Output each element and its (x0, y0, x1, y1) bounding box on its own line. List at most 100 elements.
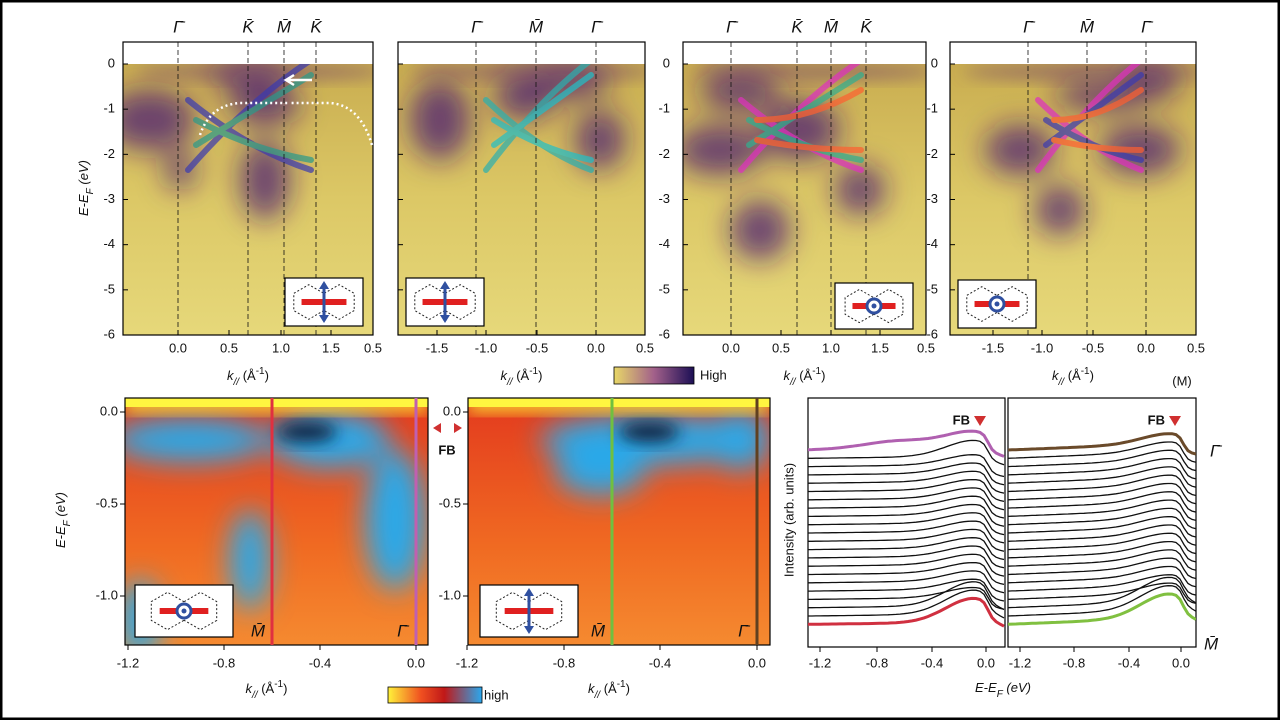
edc-curve (1008, 576, 1196, 609)
label-part: ) (283, 681, 287, 696)
y-tick-label: -1.0 (439, 587, 461, 602)
x-tick-label: -0.8 (1063, 655, 1085, 670)
label-part: (eV) (76, 160, 91, 188)
edc-curve (808, 545, 1005, 569)
y-tick-label: -5 (658, 281, 670, 296)
symmetry-label: Γ̄ (1023, 17, 1036, 36)
axis-label: Intensity (arb. units) (781, 463, 796, 577)
symmetry-label: Γ̄ (1210, 441, 1223, 460)
y-tick-label: -6 (926, 326, 938, 341)
edc-curve (1008, 449, 1196, 472)
x-tick-label: -0.4 (921, 655, 943, 670)
edc-curve (808, 596, 1005, 628)
edc-curve (808, 470, 1005, 494)
hexagon (293, 284, 325, 320)
label-part: -1 (812, 366, 821, 377)
band (185, 57, 314, 173)
edc-curve (1008, 499, 1196, 522)
hexagon (996, 286, 1028, 322)
intensity-blob (985, 125, 1055, 175)
hexagon (444, 284, 476, 320)
inset (405, 277, 485, 327)
x-tick-label: 0.0 (1137, 340, 1155, 355)
x-tick-label: 0.5 (364, 340, 382, 355)
y-tick-label: -0.5 (96, 495, 118, 510)
label-part: (eV) (53, 492, 68, 520)
edc-curve (808, 570, 1005, 594)
label-part: ) (626, 681, 630, 696)
inset (834, 282, 914, 330)
fermi-strip (950, 42, 1196, 64)
symmetry-label: M̄ (277, 17, 292, 36)
axis-label: E-EF (eV) (975, 680, 1031, 700)
band (491, 72, 594, 148)
intensity-blob (365, 450, 425, 590)
y-tick-label: -4 (103, 236, 115, 251)
x-tick-label: 0.0 (587, 340, 605, 355)
y-tick-label: -1.0 (96, 587, 118, 602)
fermi-strip (125, 398, 428, 407)
edc-curve (808, 429, 1005, 458)
x-tick-label: -1.2 (117, 655, 139, 670)
edc-curve (1008, 557, 1196, 580)
intensity-blob (835, 165, 885, 215)
x-tick-label: 0.0 (407, 655, 425, 670)
colorbar-label: high (484, 687, 509, 702)
y-tick-label: -4 (926, 236, 938, 251)
axis-label: E-EF (eV) (76, 160, 96, 216)
band (193, 117, 314, 163)
edc-curve (808, 528, 1005, 552)
dotted-guide (198, 101, 374, 146)
label-part: k (784, 368, 792, 383)
edc-curve (808, 586, 1005, 610)
symmetry-label: M̄ (1080, 17, 1095, 36)
intensity-blob (700, 70, 780, 110)
colorbar (613, 366, 695, 385)
edc-curve (1008, 540, 1196, 563)
label-part: -1 (256, 366, 265, 377)
y-tick-label: -1 (658, 101, 670, 116)
y-tick-label: -2 (658, 146, 670, 161)
intensity-blob (683, 125, 765, 175)
x-tick-label: 1.5 (871, 340, 889, 355)
edc-curve (1008, 491, 1196, 513)
inset-box (957, 279, 1037, 329)
intensity-blob (230, 510, 270, 610)
fb-label: FB (1148, 412, 1165, 427)
edc-curve (808, 578, 1005, 602)
inset (957, 279, 1037, 329)
label-part: // (1058, 377, 1066, 388)
edc-curve (808, 478, 1005, 503)
band (1035, 57, 1144, 173)
x-tick-label: -0.8 (866, 655, 888, 670)
intensity-blob (575, 110, 625, 170)
fb-label: FB (438, 442, 455, 457)
x-tick-label: -1.2 (1009, 655, 1031, 670)
x-tick-label: 1.0 (822, 340, 840, 355)
x-tick-label: 0.0 (1172, 655, 1190, 670)
clip-group (1008, 432, 1196, 626)
symmetry-label: Γ̄ (726, 17, 739, 36)
axis-label: k// (Å-1) (246, 679, 288, 701)
panel-frame (949, 41, 1197, 336)
clip-group (808, 429, 1005, 628)
edc-curve (808, 462, 1005, 486)
label-part: E-E (76, 194, 91, 216)
band-overlay (738, 57, 864, 173)
intensity-blob (730, 200, 790, 260)
axis-label: k// (Å-1) (588, 679, 630, 701)
x-tick-label: 0.5 (772, 340, 790, 355)
x-tick-label: 0.5 (220, 340, 238, 355)
x-tick-label: 0.0 (722, 340, 740, 355)
label-part: ) (265, 368, 269, 383)
label-part: F (85, 187, 96, 194)
axis-label: k// (Å-1) (227, 366, 269, 388)
band (193, 72, 314, 148)
x-tick-label: -1.5 (982, 340, 1004, 355)
intensity-blob (135, 64, 373, 80)
y-tick-label: 0.0 (100, 403, 118, 418)
symmetry-label: Γ̄ (1141, 17, 1154, 36)
edc-curve (1008, 507, 1196, 530)
